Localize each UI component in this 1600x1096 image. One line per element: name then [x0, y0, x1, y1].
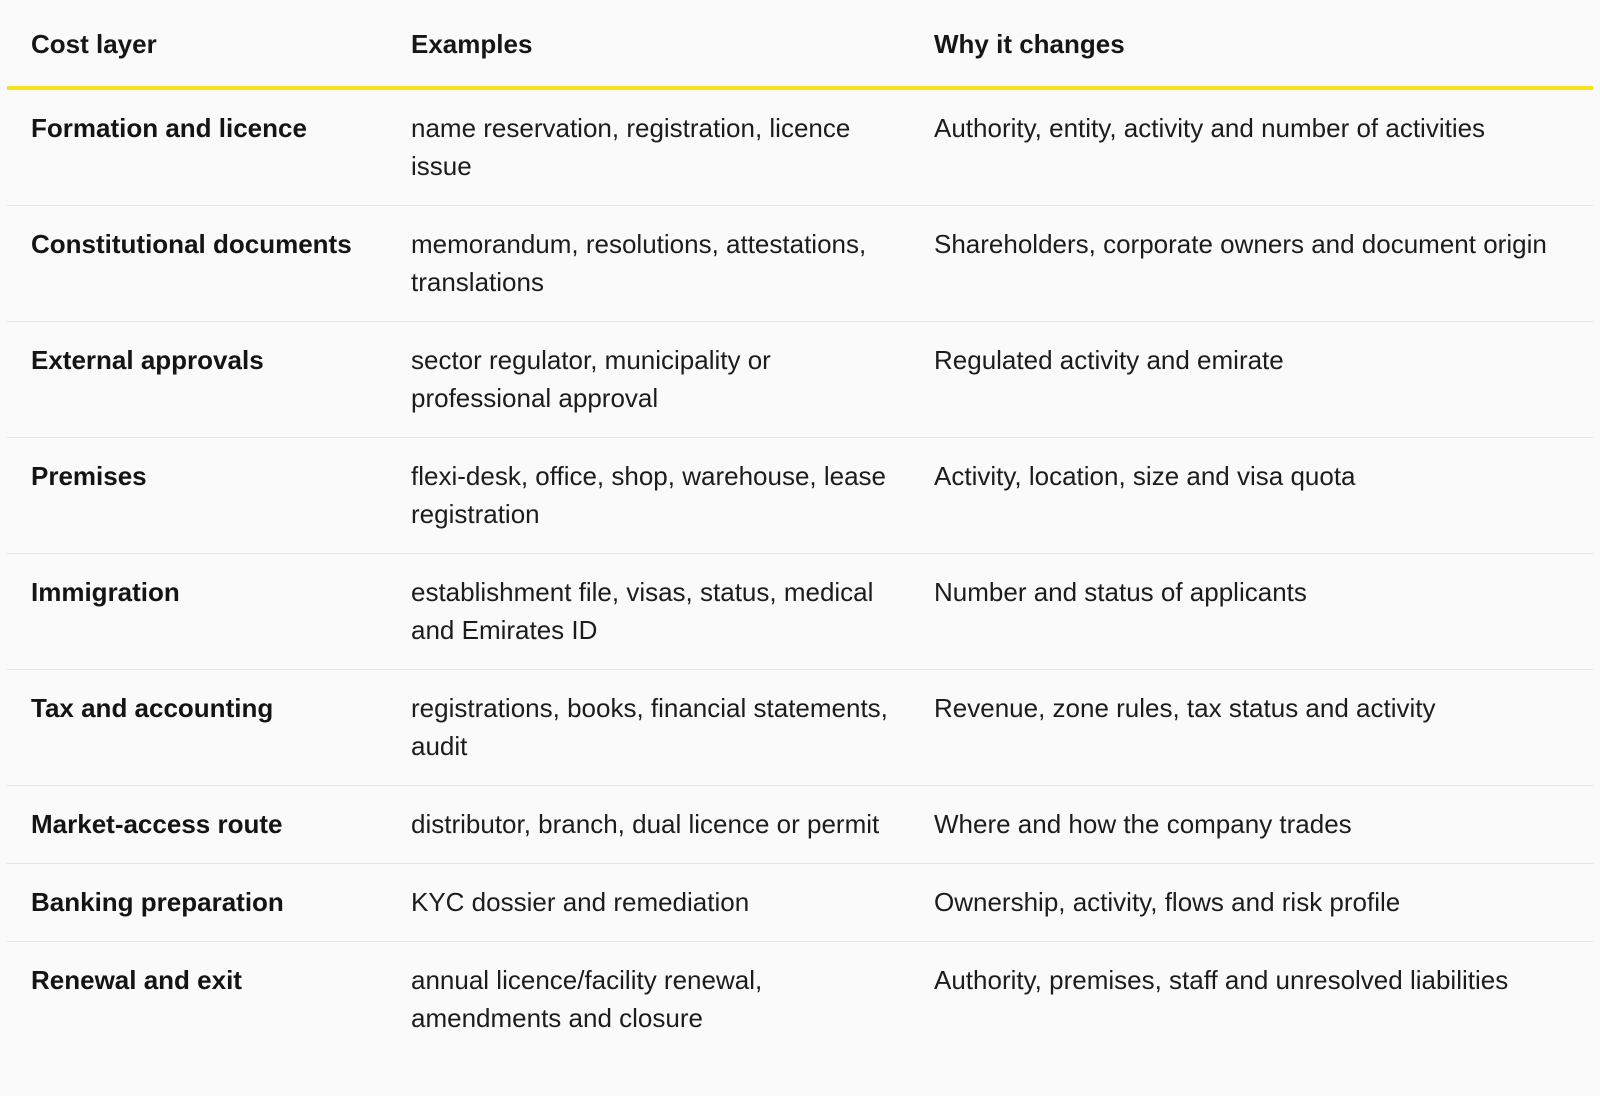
table-row: Market-access route distributor, branch, …: [7, 785, 1593, 864]
cost-layer-cell: Tax and accounting: [7, 669, 387, 786]
cost-layer-cell: Premises: [7, 437, 387, 554]
why-it-changes-cell: Revenue, zone rules, tax status and acti…: [910, 669, 1593, 786]
cost-layer-cell: External approvals: [7, 321, 387, 438]
cost-layer-cell: Immigration: [7, 553, 387, 670]
examples-cell: KYC dossier and remediation: [387, 863, 910, 942]
cost-layer-cell: Formation and licence: [7, 88, 387, 206]
cost-layer-table: Cost layer Examples Why it changes Forma…: [7, 0, 1593, 1057]
table-header: Cost layer Examples Why it changes: [7, 0, 1593, 90]
why-it-changes-cell: Activity, location, size and visa quota: [910, 437, 1593, 554]
cost-layer-cell: Market-access route: [7, 785, 387, 864]
table-row: Tax and accounting registrations, books, …: [7, 669, 1593, 786]
table-row: Constitutional documents memorandum, reso…: [7, 205, 1593, 322]
examples-cell: establishment file, visas, status, medic…: [387, 553, 910, 670]
why-it-changes-cell: Where and how the company trades: [910, 785, 1593, 864]
header-cost-layer: Cost layer: [7, 0, 387, 90]
examples-cell: sector regulator, municipality or profes…: [387, 321, 910, 438]
why-it-changes-cell: Regulated activity and emirate: [910, 321, 1593, 438]
why-it-changes-cell: Authority, entity, activity and number o…: [910, 88, 1593, 206]
examples-cell: distributor, branch, dual licence or per…: [387, 785, 910, 864]
cost-layer-cell: Banking preparation: [7, 863, 387, 942]
table-body: Formation and licence name reservation, r…: [7, 88, 1593, 1057]
examples-cell: registrations, books, financial statemen…: [387, 669, 910, 786]
cost-layer-cell: Renewal and exit: [31, 965, 242, 995]
examples-cell: annual licence/facility renewal, amendme…: [411, 965, 763, 1033]
header-why-it-changes: Why it changes: [910, 0, 1593, 90]
why-it-changes-cell: Authority, premises, staff and unresolve…: [934, 965, 1509, 995]
table-row: Renewal and exit annual licence/facility …: [7, 942, 1593, 1058]
table-row: Immigration establishment file, visas, st…: [7, 553, 1593, 670]
header-row: Cost layer Examples Why it changes: [7, 0, 1593, 90]
header-examples: Examples: [387, 0, 910, 90]
cost-layer-cell: Constitutional documents: [7, 205, 387, 322]
examples-cell: flexi-desk, office, shop, warehouse, lea…: [387, 437, 910, 554]
table-row: Formation and licence name reservation, r…: [7, 88, 1593, 206]
table-row: Premises flexi-desk, office, shop, wareho…: [7, 437, 1593, 554]
why-it-changes-cell: Number and status of applicants: [910, 553, 1593, 670]
examples-cell: name reservation, registration, licence …: [387, 88, 910, 206]
examples-cell: memorandum, resolutions, attestations, t…: [387, 205, 910, 322]
table-row: External approvals sector regulator, muni…: [7, 321, 1593, 438]
table-row: Banking preparation KYC dossier and remed…: [7, 863, 1593, 942]
why-it-changes-cell: Shareholders, corporate owners and docum…: [910, 205, 1593, 322]
cost-layer-table-container: Cost layer Examples Why it changes Forma…: [7, 0, 1593, 1057]
why-it-changes-cell: Ownership, activity, flows and risk prof…: [910, 863, 1593, 942]
